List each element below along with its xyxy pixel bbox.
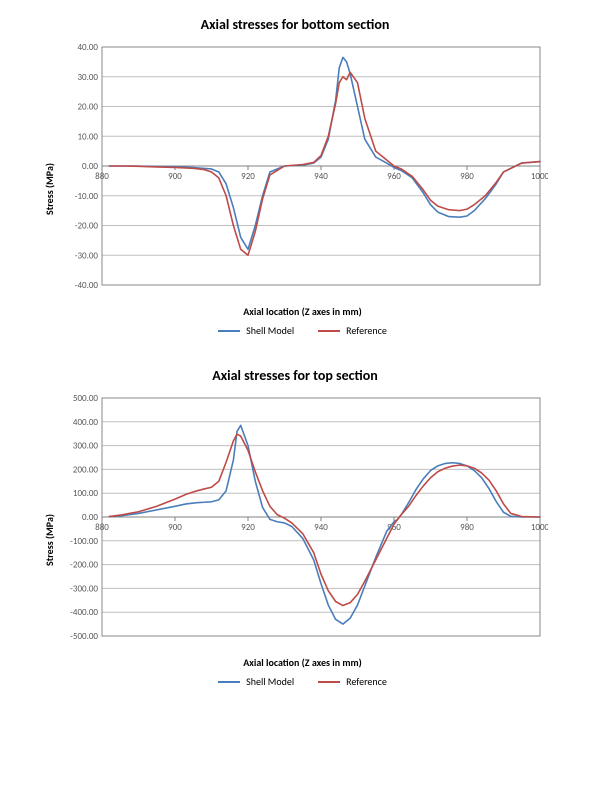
svg-text:-100.00: -100.00 — [70, 536, 98, 547]
svg-text:-200.00: -200.00 — [70, 560, 98, 571]
svg-text:300.00: 300.00 — [72, 441, 98, 452]
svg-text:940: 940 — [314, 522, 328, 533]
svg-text:880: 880 — [95, 171, 109, 182]
svg-text:900: 900 — [168, 522, 182, 533]
svg-text:20.00: 20.00 — [77, 102, 98, 113]
svg-text:-40.00: -40.00 — [74, 280, 98, 291]
plot-column: 8809009209409609801000 -500.00-400.00-30… — [58, 392, 548, 688]
chart-plot-top: 8809009209409609801000 -500.00-400.00-30… — [58, 392, 548, 652]
svg-text:920: 920 — [241, 522, 255, 533]
x-axis-label: Axial location (Z axes in mm) — [58, 305, 548, 318]
svg-text:400.00: 400.00 — [72, 417, 98, 428]
svg-text:40.00: 40.00 — [77, 42, 98, 53]
svg-text:980: 980 — [460, 171, 474, 182]
legend-label: Reference — [346, 324, 387, 337]
legend-label: Reference — [346, 675, 387, 688]
svg-text:1000: 1000 — [530, 171, 547, 182]
svg-text:880: 880 — [95, 522, 109, 533]
svg-text:500.00: 500.00 — [72, 393, 98, 404]
plot-column: 880 900 920 940 960 980 1000 -40.00 -30.00 -20.0… — [58, 41, 548, 337]
legend-item-reference: Reference — [318, 324, 387, 337]
svg-text:920: 920 — [241, 171, 255, 182]
legend: Shell Model Reference — [58, 324, 548, 337]
legend-item-shell-model: Shell Model — [218, 675, 294, 688]
page: Axial stresses for bottom section Stress… — [0, 0, 590, 738]
legend: Shell Model Reference — [58, 675, 548, 688]
svg-text:30.00: 30.00 — [77, 72, 98, 83]
legend-item-reference: Reference — [318, 675, 387, 688]
svg-text:100.00: 100.00 — [72, 488, 98, 499]
svg-text:-10.00: -10.00 — [74, 191, 98, 202]
svg-text:900: 900 — [168, 171, 182, 182]
svg-text:-500.00: -500.00 — [70, 631, 98, 642]
legend-label: Shell Model — [246, 675, 294, 688]
svg-text:-400.00: -400.00 — [70, 607, 98, 618]
svg-text:-30.00: -30.00 — [74, 250, 98, 261]
svg-text:0.00: 0.00 — [82, 161, 98, 172]
svg-text:10.00: 10.00 — [77, 131, 98, 142]
legend-swatch — [218, 681, 240, 683]
chart-block-top: Axial stresses for top section Stress (M… — [20, 367, 570, 688]
chart-plot-bottom: 880 900 920 940 960 980 1000 -40.00 -30.00 -20.0… — [58, 41, 548, 301]
svg-text:940: 940 — [314, 171, 328, 182]
legend-swatch — [318, 681, 340, 683]
chart-wrap: Stress (MPa) 8809009209409609801000 -500… — [20, 392, 570, 688]
svg-text:960: 960 — [387, 171, 401, 182]
y-axis-label: Stress (MPa) — [43, 514, 56, 566]
chart-wrap: Stress (MPa) 880 900 920 940 960 980 1000 -40.… — [20, 41, 570, 337]
svg-text:-20.00: -20.00 — [74, 221, 98, 232]
chart-block-bottom: Axial stresses for bottom section Stress… — [20, 16, 570, 337]
svg-text:0.00: 0.00 — [82, 512, 98, 523]
legend-item-shell-model: Shell Model — [218, 324, 294, 337]
x-axis-label: Axial location (Z axes in mm) — [58, 656, 548, 669]
y-axis-label: Stress (MPa) — [43, 163, 56, 215]
chart-title: Axial stresses for top section — [20, 367, 570, 384]
svg-text:-300.00: -300.00 — [70, 583, 98, 594]
legend-label: Shell Model — [246, 324, 294, 337]
legend-swatch — [218, 330, 240, 332]
svg-text:200.00: 200.00 — [72, 464, 98, 475]
chart-title: Axial stresses for bottom section — [20, 16, 570, 33]
legend-swatch — [318, 330, 340, 332]
svg-text:1000: 1000 — [530, 522, 547, 533]
svg-text:980: 980 — [460, 522, 474, 533]
